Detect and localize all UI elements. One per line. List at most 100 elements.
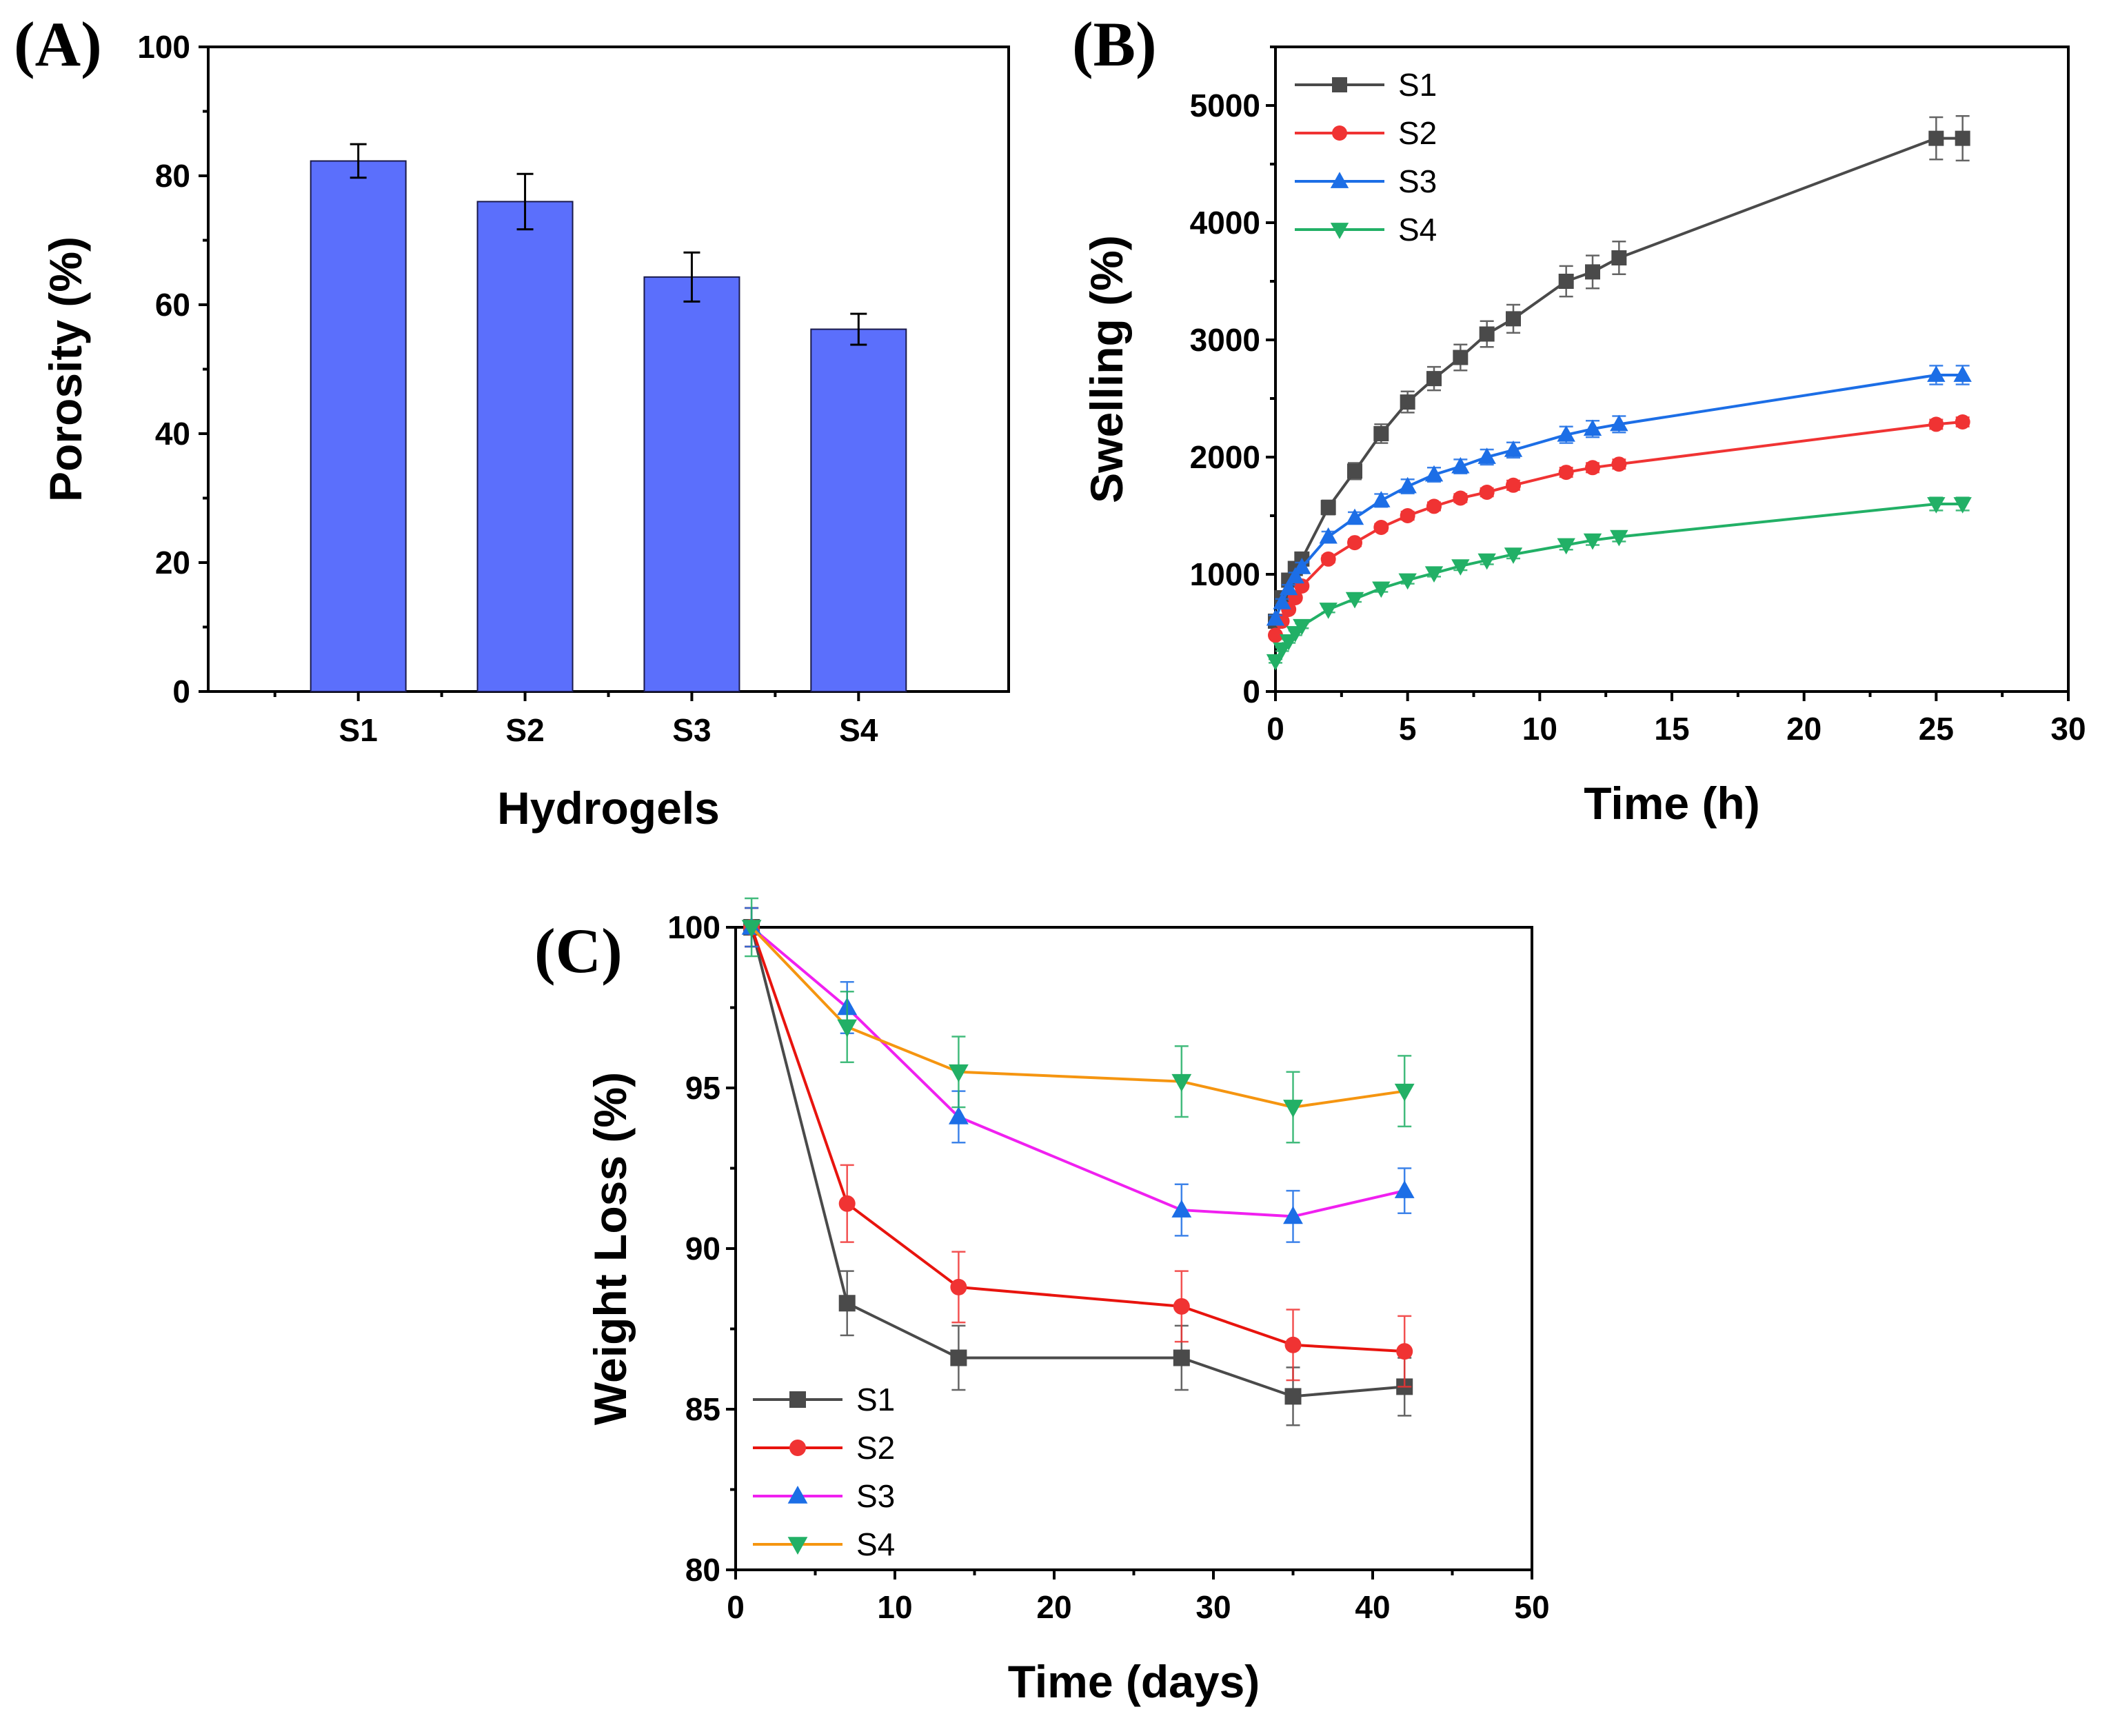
y-tick-label: 1000 [1190,556,1260,592]
legend-label-s3: S3 [856,1478,895,1514]
error-bar-s4 [850,312,867,346]
y-tick-label: 95 [685,1070,720,1106]
x-tick-label: 25 [1919,711,1954,747]
legend-marker-s1 [789,1391,806,1408]
panel-b-label: (B) [1072,9,1157,79]
series-line-s1 [750,927,1405,1398]
data-point-s3 [1372,491,1391,507]
data-point-s3 [1319,527,1338,544]
series-s3 [1266,365,1972,626]
data-point-s4 [1583,533,1602,550]
x-tick-label: 10 [877,1589,912,1625]
data-point-s1 [1347,463,1362,479]
bar-s2 [476,201,574,692]
data-point-s1 [1558,274,1574,289]
legend-marker-s4 [787,1537,808,1555]
plot-frame [1274,46,2070,693]
data-point-s4 [1171,1073,1192,1092]
y-tick-label: 60 [155,287,190,323]
legend: S1 S2 S3 S4 [753,1382,895,1562]
data-point-s3 [1293,558,1311,574]
x-tick-label: 40 [1355,1589,1390,1625]
y-tick-label: 0 [172,674,190,709]
data-point-s3 [1273,593,1291,609]
x-tick-label: 5 [1399,711,1417,747]
x-tick-label: 10 [1522,711,1557,747]
data-point-s2 [1268,627,1283,643]
bar-s1 [310,160,407,692]
data-point-s2 [1426,498,1442,514]
y-tick-label: 80 [685,1552,720,1588]
x-tick-label: 30 [1195,1589,1231,1625]
x-tick-label: S3 [672,712,711,748]
data-point-s2 [1284,1336,1302,1353]
data-point-s1 [1928,130,1944,146]
series-s2 [1268,414,1970,643]
legend-label-s1: S1 [856,1382,895,1417]
data-point-s4 [1394,1083,1415,1102]
legend: S1 S2 S3 S4 [1295,67,1437,248]
y-tick-label: 5000 [1190,88,1260,123]
data-point-s2 [1396,1343,1413,1360]
data-point-s3 [1279,578,1298,596]
y-tick-label: 0 [1242,674,1260,709]
data-point-s4 [837,1019,858,1038]
data-point-s4 [949,1064,969,1082]
data-point-s4 [1451,559,1470,576]
plot-frame [734,926,1533,1571]
legend-label-s3: S3 [1398,163,1437,199]
y-axis-title: Porosity (%) [40,236,91,502]
legend-label-s2: S2 [1398,115,1437,151]
panel-c-label: (C) [534,916,623,986]
data-point-s2 [838,1195,856,1212]
data-point-s3 [1345,508,1364,525]
series-line-s3 [750,926,1405,1218]
data-point-s4 [1927,497,1946,514]
x-axis-title: Hydrogels [497,783,720,834]
data-point-s2 [1558,465,1574,481]
data-point-s4 [1266,654,1285,671]
data-point-s4 [1319,603,1338,619]
data-point-s4 [1372,581,1391,598]
series-line-s1 [1274,137,1963,622]
x-tick-label: 20 [1786,711,1822,747]
data-point-s2 [1928,416,1944,432]
panel-a: (A) 0 20 40 60 80 100 S1 S2 S3 S4 Hydrogels Porosit… [14,9,1010,834]
y-axis-title: Swelling (%) [1081,235,1132,503]
data-point-s2 [1479,485,1495,500]
data-point-s4 [1398,573,1417,590]
data-point-s2 [950,1278,967,1295]
data-point-s4 [1610,529,1628,547]
data-point-s3 [1451,456,1470,474]
data-point-s2 [1400,508,1415,523]
data-point-s3 [1283,1206,1303,1224]
data-point-s3 [1266,609,1285,626]
bar-s4 [810,328,907,692]
y-tick-label: 90 [685,1231,720,1266]
data-point-s3 [1398,476,1417,494]
x-tick-label: S1 [339,712,378,748]
data-point-s3 [1286,567,1304,584]
data-point-s4 [1424,566,1444,583]
y-tick-label: 100 [667,909,720,945]
data-point-s1 [838,1295,856,1312]
data-point-s3 [1927,365,1946,382]
x-axis-title: Time (days) [1008,1656,1260,1707]
data-point-s4 [1557,538,1575,555]
data-point-s2 [1320,551,1336,567]
data-point-s4 [1283,1100,1303,1118]
data-point-s3 [1424,465,1444,482]
y-tick-label: 2000 [1190,439,1260,475]
legend-marker-s1 [1332,77,1347,92]
data-point-s3 [1953,365,1972,382]
data-point-s3 [1557,425,1575,442]
data-point-s2 [1585,460,1600,476]
x-tick-label: 20 [1036,1589,1071,1625]
panel-a-label: (A) [14,9,102,79]
panel-c: (C) 80 85 90 95 100 0 10 20 30 40 50 S1 S2 S3 S4 Time (… [534,897,1550,1707]
data-point-s2 [1955,414,1970,430]
legend-marker-s2 [789,1440,806,1456]
data-point-s3 [1394,1180,1415,1198]
series-s1 [1268,115,1970,629]
